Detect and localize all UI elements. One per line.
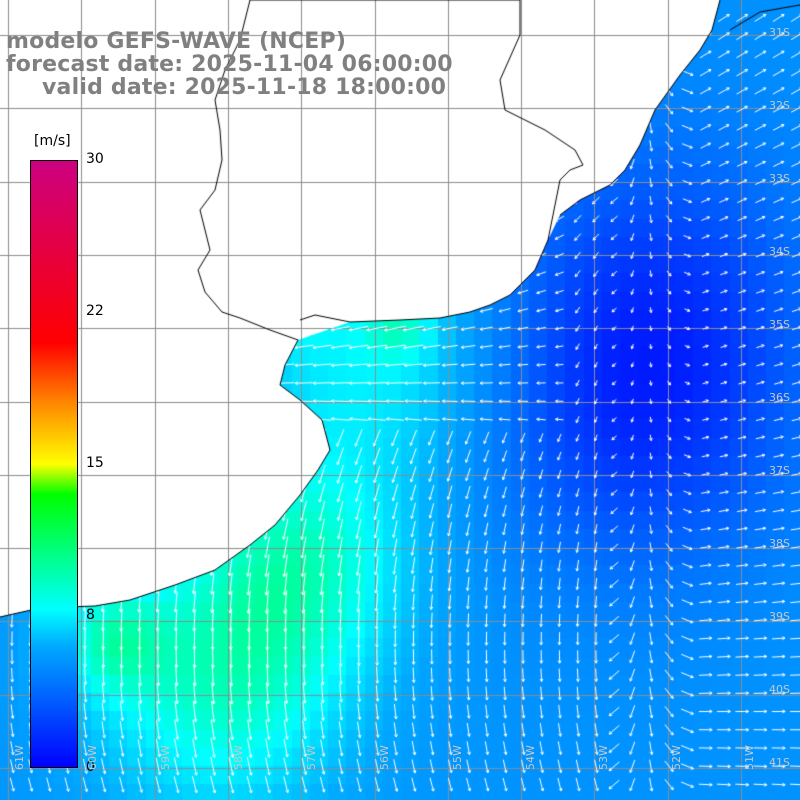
lon-label: 54W xyxy=(524,745,537,770)
lat-label: 36S xyxy=(769,391,790,404)
colorbar-tick-22: 22 xyxy=(86,303,104,319)
lon-label: 57W xyxy=(305,745,318,770)
lat-label: 32S xyxy=(769,99,790,112)
forecast-date: forecast date: 2025-11-04 06:00:00 xyxy=(6,52,453,77)
colorbar-tick-0: 0 xyxy=(86,759,95,775)
colorbar-unit-label: [m/s] xyxy=(34,133,71,149)
lon-label: 55W xyxy=(451,745,464,770)
colorbar-tick-30: 30 xyxy=(86,151,104,167)
lat-label: 38S xyxy=(769,537,790,550)
lon-label: 61W xyxy=(13,745,26,770)
lon-label: 53W xyxy=(597,745,610,770)
lon-label: 52W xyxy=(670,745,683,770)
lon-label: 59W xyxy=(159,745,172,770)
lat-label: 40S xyxy=(769,683,790,696)
lon-label: 51W xyxy=(743,745,756,770)
lon-label: 60W xyxy=(86,745,99,770)
colorbar-tick-15: 15 xyxy=(86,455,104,471)
lon-label: 56W xyxy=(378,745,391,770)
lat-label: 39S xyxy=(769,610,790,623)
colorbar xyxy=(30,160,78,768)
lon-label: 58W xyxy=(232,745,245,770)
lat-label: 41S xyxy=(769,756,790,769)
lat-label: 35S xyxy=(769,318,790,331)
model-title: modelo GEFS-WAVE (NCEP) xyxy=(6,29,347,54)
lat-label: 37S xyxy=(769,464,790,477)
valid-date: valid date: 2025-11-18 18:00:00 xyxy=(42,75,447,100)
lat-label: 31S xyxy=(769,26,790,39)
lat-label: 34S xyxy=(769,245,790,258)
lat-label: 33S xyxy=(769,172,790,185)
colorbar-tick-8: 8 xyxy=(86,607,95,623)
